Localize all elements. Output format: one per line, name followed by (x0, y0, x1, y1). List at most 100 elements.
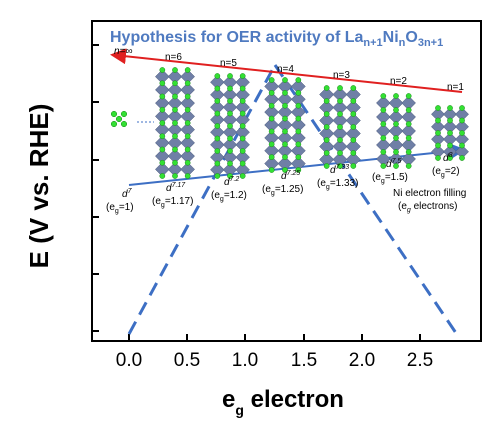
la-atom (268, 128, 275, 135)
la-atom (172, 67, 178, 73)
red-arrow (110, 48, 463, 93)
la-atom (405, 93, 412, 99)
n-label: n=4 (277, 64, 294, 75)
x-axis-title: eg electron (222, 386, 344, 418)
la-atom (337, 85, 343, 91)
y-axis-title: E (V vs. RHE) (24, 104, 54, 269)
ni-filling-note-line2: (eg electrons) (398, 201, 458, 214)
la-atom (350, 124, 357, 130)
la-atom (393, 121, 399, 127)
la-atom (295, 167, 302, 173)
la-atom (227, 123, 233, 129)
la-atom (184, 67, 191, 73)
la-atom (447, 117, 453, 124)
crystal-structures (110, 67, 469, 179)
la-atom (350, 137, 357, 143)
la-atom (172, 146, 178, 153)
la-atom (239, 160, 246, 167)
eg-label: (eg=1.5) (372, 172, 408, 185)
la-atom (214, 148, 221, 154)
la-atom (159, 67, 166, 73)
la-atom (405, 135, 412, 141)
la-atom (120, 110, 128, 118)
la-atom (268, 77, 275, 83)
la-atom (268, 102, 275, 109)
x-tick-label: 1.0 (232, 350, 258, 371)
la-atom (268, 90, 275, 96)
la-atom (295, 154, 302, 160)
la-atom (337, 137, 343, 143)
d-label: d7.5 (386, 158, 401, 170)
ni-filling-note-line1: Ni electron filling (393, 188, 466, 199)
d-label: d7.17 (166, 182, 186, 194)
la-atom (110, 110, 118, 118)
plot-frame (91, 20, 482, 342)
la-atom (214, 160, 221, 167)
la-atom (214, 135, 221, 142)
la-atom (239, 110, 246, 117)
x-axis-ticks (128, 334, 421, 341)
la-atom (350, 150, 357, 156)
la-atom (337, 150, 343, 156)
x-tick-labels: 0.0 0.5 1.0 1.5 2.0 2.5 (116, 350, 433, 371)
x-tick-label: 2.5 (407, 350, 433, 371)
n-label: n=6 (165, 52, 182, 63)
la-atom (435, 142, 441, 149)
la-atom (393, 93, 399, 99)
la-atom (214, 73, 221, 79)
d-label: d7.25 (281, 170, 300, 182)
la-atom (268, 115, 275, 122)
la-atom (337, 163, 343, 169)
la-atom (323, 111, 330, 117)
la-atom (282, 115, 288, 122)
la-atom (227, 173, 233, 179)
eg-label: (eg=1.33) (317, 178, 358, 191)
la-atom (268, 141, 275, 148)
la-atom (350, 85, 357, 91)
la-atom (184, 106, 191, 113)
d-label: d8 (443, 152, 453, 164)
la-atom (323, 98, 330, 104)
la-atom (380, 163, 387, 169)
n-label: n=3 (333, 70, 350, 81)
la-atom (282, 154, 288, 160)
la-atom (239, 98, 246, 104)
la-atom (115, 115, 123, 123)
la-atom (380, 135, 387, 141)
la-atom (447, 142, 453, 149)
d-label: d7 (122, 188, 133, 200)
eg-label: (eg=1) (106, 202, 134, 215)
n-labels: n=∞ n=6 n=5 n=4 n=3 n=2 n=1 (114, 46, 464, 93)
la-atom (405, 107, 412, 113)
la-atom (214, 98, 221, 104)
la-atom (323, 85, 330, 91)
la-atom (393, 135, 399, 141)
la-atom (159, 133, 166, 140)
la-atom (323, 137, 330, 143)
la-atom (282, 90, 288, 96)
eg-labels: (eg=1) (eg=1.17) (eg=1.2) (eg=1.25) (eg=… (106, 166, 460, 215)
la-atom (227, 73, 233, 79)
la-atom (459, 117, 465, 124)
la-atom (282, 102, 288, 109)
la-atom (172, 120, 178, 126)
la-atom (380, 149, 387, 155)
la-atom (159, 80, 166, 87)
la-atom (323, 150, 330, 156)
la-atom (282, 141, 288, 148)
la-atom (227, 160, 233, 167)
la-atom (214, 110, 221, 117)
n-label: n=2 (390, 76, 407, 87)
crystal-structure (110, 110, 128, 128)
la-atom (227, 135, 233, 142)
la-atom (435, 155, 441, 161)
la-atom (350, 111, 357, 117)
crystal-structure (210, 73, 250, 179)
y-axis-ticks (92, 44, 99, 332)
la-atom (184, 146, 191, 153)
x-tick-label: 0.5 (174, 350, 200, 371)
la-atom (227, 85, 233, 92)
la-atom (295, 77, 302, 83)
la-atom (110, 120, 118, 128)
la-atom (159, 146, 166, 153)
